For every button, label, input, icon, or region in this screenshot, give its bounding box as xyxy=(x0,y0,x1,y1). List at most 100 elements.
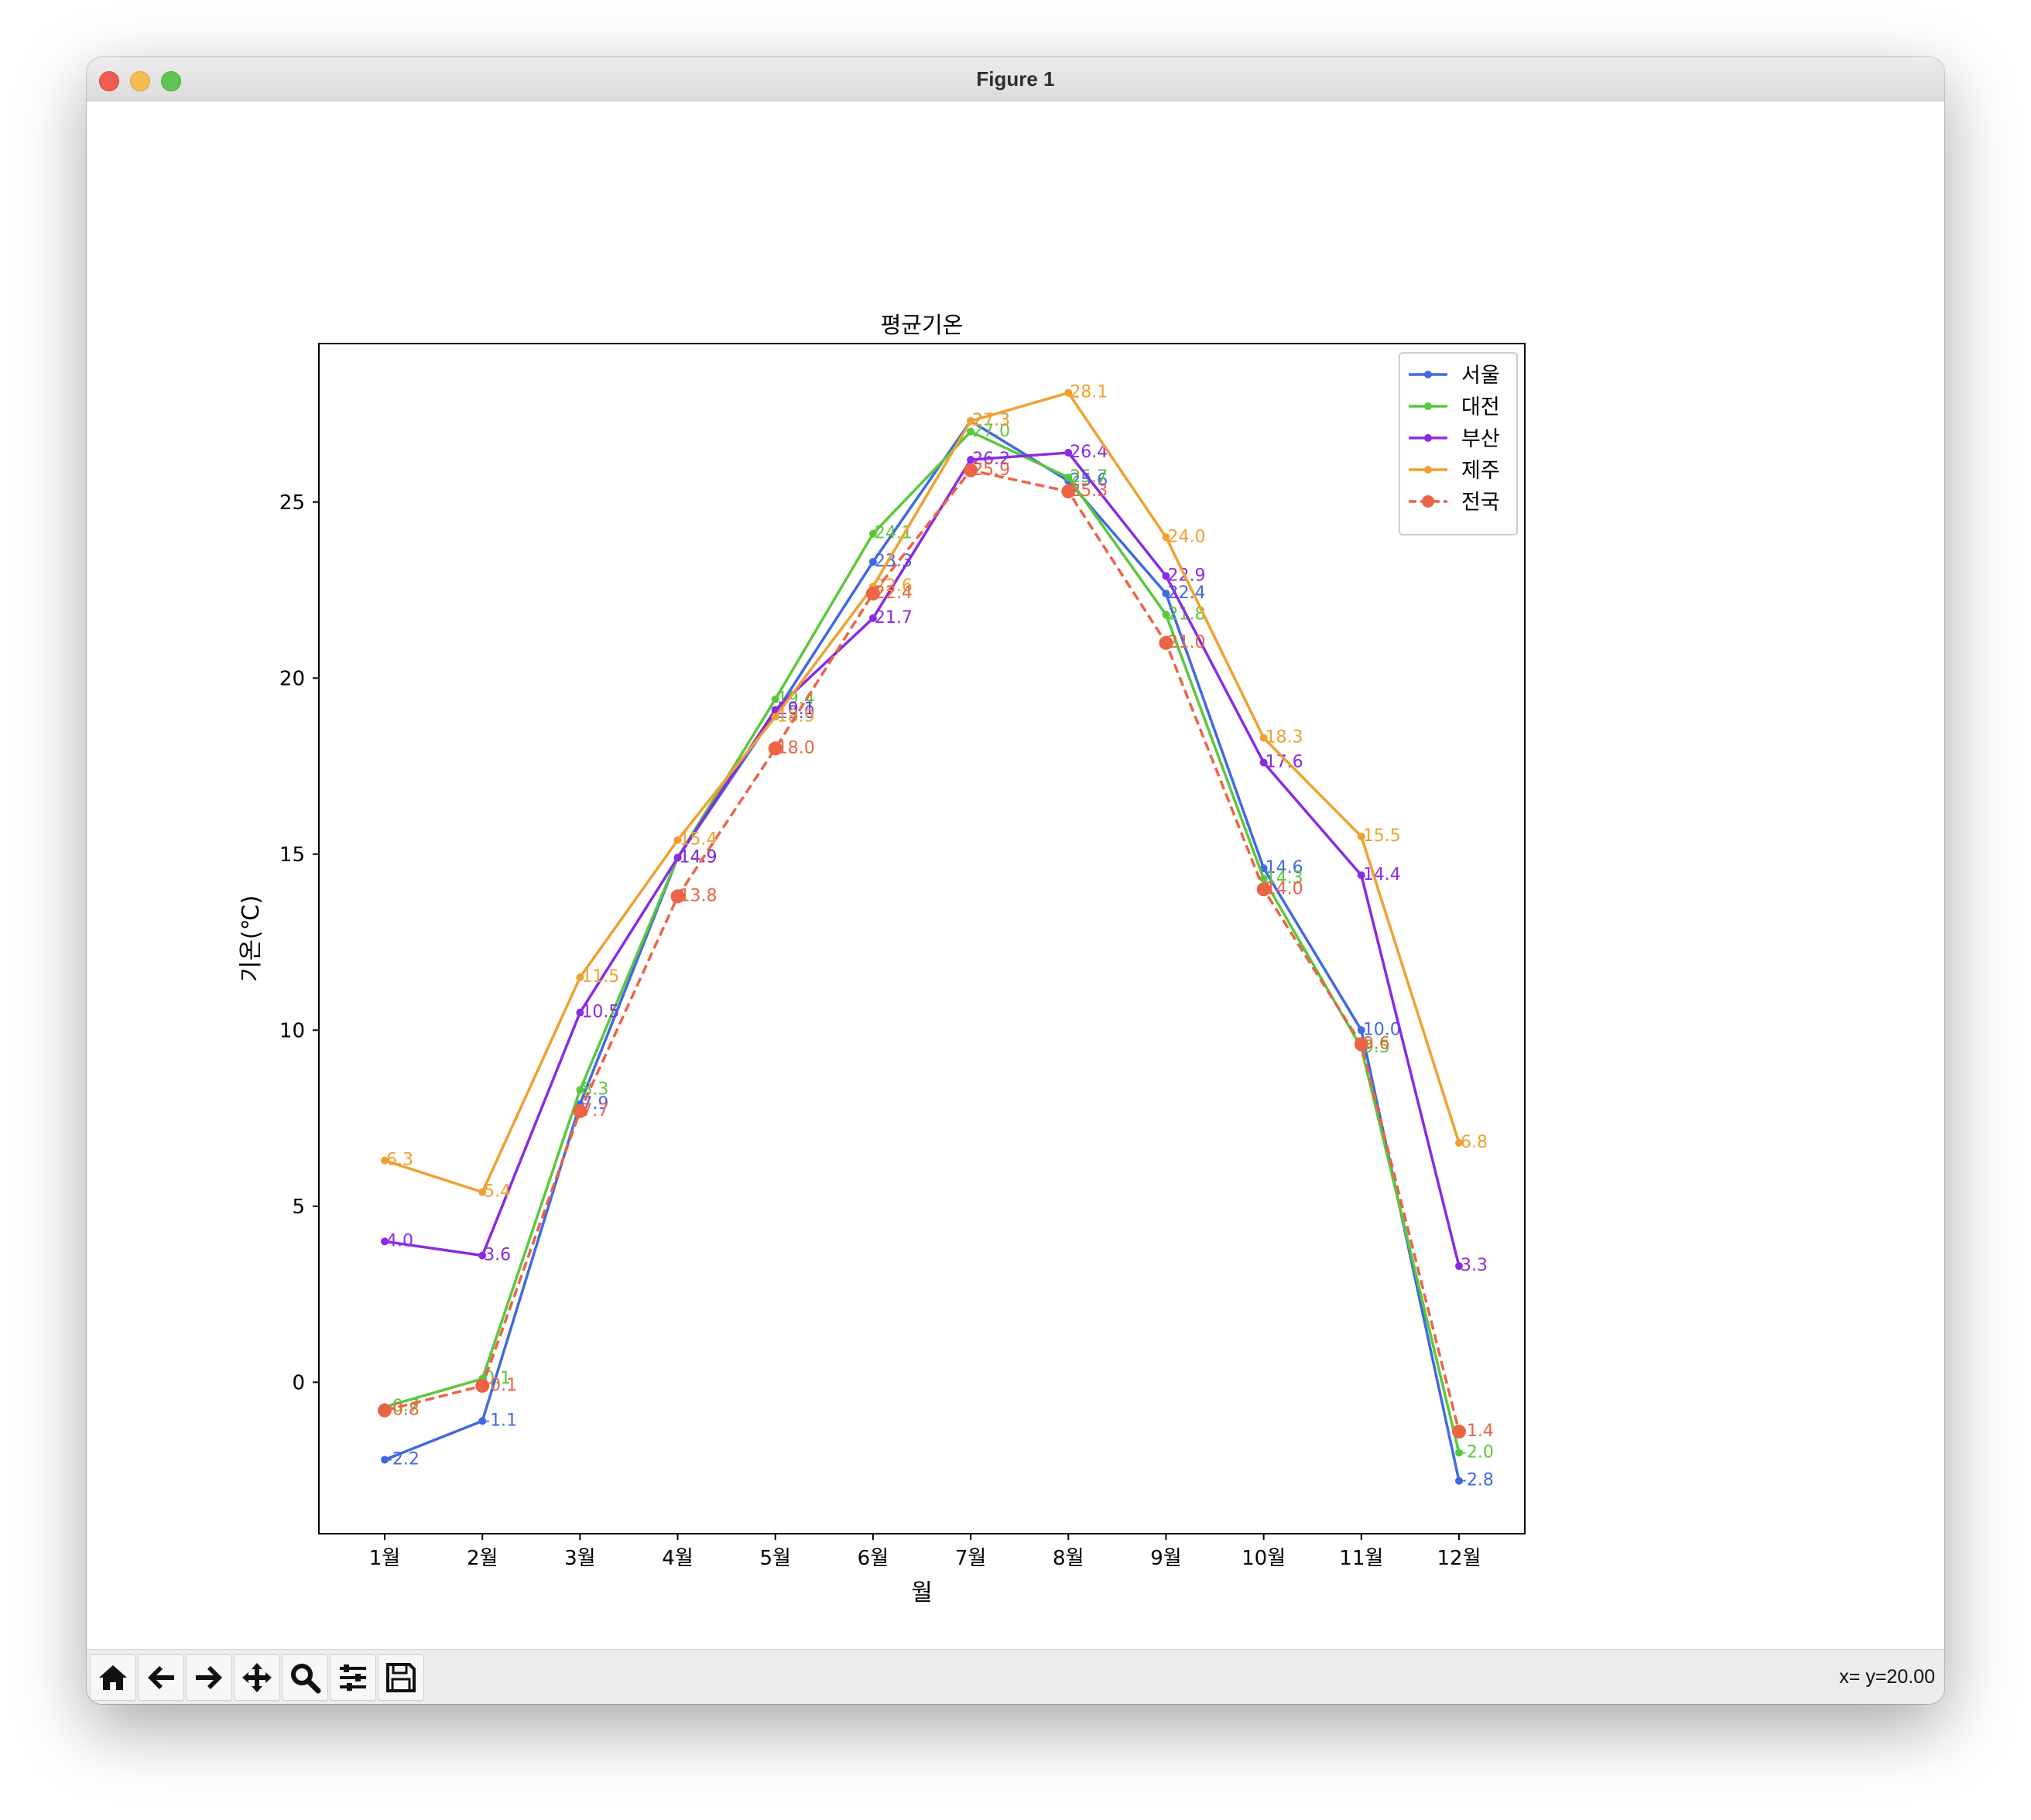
series-line xyxy=(384,430,1461,1453)
data-label: 11.5 xyxy=(581,967,619,987)
series-line xyxy=(384,469,1461,1432)
move-icon xyxy=(242,1663,272,1692)
zoom-button[interactable] xyxy=(282,1654,328,1701)
data-label: 25.9 xyxy=(972,460,1010,480)
title-bar: Figure 1 xyxy=(87,57,1944,101)
data-point xyxy=(576,973,584,982)
data-point xyxy=(768,741,783,756)
plot-frame xyxy=(318,343,1526,1534)
data-label: 17.6 xyxy=(1266,752,1303,771)
close-window-button[interactable] xyxy=(99,71,119,91)
back-button[interactable] xyxy=(138,1654,184,1701)
data-label: -1.4 xyxy=(1461,1421,1494,1441)
y-tick-label: 20 xyxy=(279,667,305,690)
x-tick-label: 12월 xyxy=(1437,1547,1481,1570)
data-label: 14.9 xyxy=(680,847,718,867)
data-label: 6.8 xyxy=(1461,1133,1488,1152)
data-point xyxy=(1452,1425,1466,1439)
data-point xyxy=(576,1008,584,1017)
data-point xyxy=(967,427,975,436)
arrow-left-icon xyxy=(148,1666,174,1689)
legend-label: 부산 xyxy=(1461,427,1500,451)
data-point xyxy=(1162,611,1170,619)
sliders-icon xyxy=(340,1664,366,1691)
data-label: 14.9 xyxy=(680,847,718,867)
data-label: 22.4 xyxy=(875,583,913,603)
figure-window: Figure 1 평균기온 1월 2월 3월 4월 5월 6월 7월 8월 9월 10월 11월 12월… xyxy=(87,57,1944,1704)
data-label: 27.0 xyxy=(972,422,1010,441)
x-tick-label: 11월 xyxy=(1339,1547,1383,1570)
minimize-window-button[interactable] xyxy=(130,71,150,91)
x-tick-label: 4월 xyxy=(662,1547,693,1570)
legend-label: 전국 xyxy=(1461,491,1500,515)
data-label: -2.0 xyxy=(1461,1442,1494,1462)
data-point xyxy=(1357,871,1365,880)
x-tick-label: 3월 xyxy=(564,1547,595,1570)
x-tick-label: 7월 xyxy=(955,1547,986,1570)
data-label: -0.1 xyxy=(484,1376,517,1395)
data-point xyxy=(1455,1476,1463,1485)
data-label: 10.0 xyxy=(1363,1020,1401,1039)
data-point xyxy=(1159,635,1173,650)
data-point xyxy=(378,1403,392,1418)
series-line xyxy=(384,419,1461,1482)
data-label: 26.2 xyxy=(972,450,1010,469)
x-tick-label: 5월 xyxy=(759,1547,790,1570)
y-tick-label: 10 xyxy=(279,1019,305,1042)
data-point xyxy=(868,529,877,538)
data-label: 25.3 xyxy=(1070,481,1108,501)
data-label: 26.4 xyxy=(1070,443,1108,462)
series-line xyxy=(384,391,1461,1194)
data-point xyxy=(868,614,877,622)
data-label: 4.0 xyxy=(386,1231,413,1250)
data-point xyxy=(1259,758,1268,767)
data-label: 5.4 xyxy=(484,1182,511,1202)
data-label: 14.6 xyxy=(1266,858,1303,878)
legend-marker xyxy=(1424,434,1432,442)
home-button[interactable] xyxy=(90,1654,136,1701)
data-point xyxy=(381,1156,389,1165)
data-point xyxy=(1455,1262,1463,1271)
y-tick-label: 0 xyxy=(292,1371,305,1394)
data-label: 22.4 xyxy=(1167,583,1205,603)
save-icon xyxy=(386,1663,416,1692)
data-point xyxy=(1259,734,1268,742)
data-label: 24.1 xyxy=(875,524,913,543)
data-label: -1.1 xyxy=(484,1411,517,1430)
chart-title: 평균기온 xyxy=(881,312,964,338)
maximize-window-button[interactable] xyxy=(161,71,181,91)
x-tick-label: 8월 xyxy=(1053,1547,1084,1570)
configure-subplots-button[interactable] xyxy=(330,1654,376,1701)
data-label: 27.3 xyxy=(972,411,1010,430)
data-point xyxy=(478,1251,487,1260)
data-point xyxy=(381,1456,389,1464)
data-point xyxy=(1357,1026,1365,1035)
pan-button[interactable] xyxy=(234,1654,280,1701)
data-point xyxy=(478,1188,487,1196)
legend-label: 서울 xyxy=(1461,364,1500,388)
data-point xyxy=(475,1378,490,1393)
data-point xyxy=(771,695,779,703)
data-point xyxy=(964,463,978,477)
y-tick-label: 5 xyxy=(292,1196,305,1219)
y-axis-label: 기온(℃) xyxy=(238,895,265,982)
data-label: 3.6 xyxy=(484,1246,511,1265)
data-label: 18.3 xyxy=(1266,728,1303,748)
y-tick-label: 15 xyxy=(279,843,305,867)
data-point xyxy=(1259,874,1268,883)
data-point xyxy=(771,706,779,714)
home-icon xyxy=(99,1665,127,1690)
x-tick-label: 10월 xyxy=(1242,1547,1286,1570)
save-button[interactable] xyxy=(378,1654,424,1701)
data-point xyxy=(573,1103,587,1118)
figure-canvas[interactable]: 평균기온 1월 2월 3월 4월 5월 6월 7월 8월 9월 10월 11월 12월 0 5 10 15 20 2… xyxy=(87,101,1944,1649)
x-tick-label: 6월 xyxy=(858,1547,889,1570)
data-point xyxy=(1354,1037,1368,1052)
data-label: 13.8 xyxy=(680,886,718,905)
legend-label: 대전 xyxy=(1461,395,1500,419)
x-tick-label: 2월 xyxy=(467,1547,498,1570)
data-point xyxy=(1064,388,1073,397)
data-point xyxy=(967,417,975,426)
data-label: 3.3 xyxy=(1461,1256,1488,1275)
forward-button[interactable] xyxy=(186,1654,232,1701)
